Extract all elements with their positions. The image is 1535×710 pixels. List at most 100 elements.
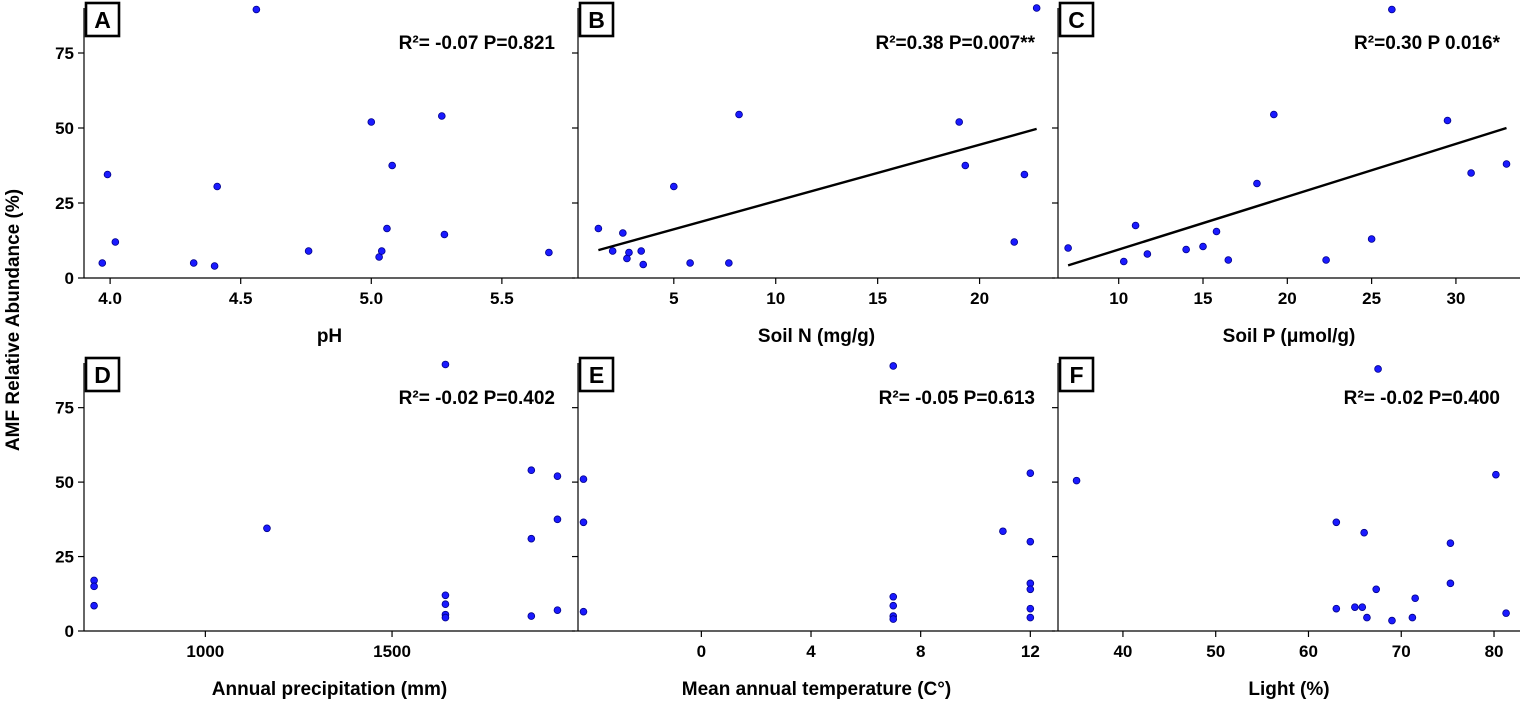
- data-point: [90, 582, 98, 591]
- x-tick-label: 4.5: [229, 289, 253, 308]
- x-tick-label: 25: [1362, 289, 1381, 308]
- data-point: [889, 601, 898, 610]
- stats-annotation: R²= -0.05 P=0.613: [879, 388, 1035, 409]
- x-tick-label: 70: [1392, 642, 1411, 661]
- x-tick-label: 60: [1299, 642, 1318, 661]
- data-point: [1010, 238, 1019, 246]
- data-point: [440, 230, 449, 239]
- data-point: [1443, 116, 1452, 125]
- y-tick-label: 25: [55, 548, 74, 567]
- panel-b: 5 10 15 20 Soil N (mg/g) R²=0.38 P=0.007** B: [572, 1, 1055, 347]
- data-point: [1388, 5, 1396, 14]
- data-point: [1363, 613, 1371, 622]
- data-point: [1182, 245, 1190, 254]
- x-tick-label: 50: [1206, 642, 1225, 661]
- data-point: [625, 248, 633, 257]
- data-point: [553, 606, 562, 614]
- data-point: [441, 591, 450, 600]
- data-point: [111, 238, 120, 246]
- data-point: [98, 259, 107, 267]
- data-point: [441, 360, 450, 369]
- data-point: [367, 118, 376, 126]
- stats-annotation: R²= -0.02 P=0.402: [399, 388, 555, 409]
- x-tick-label: 4: [806, 642, 816, 661]
- x-axis-label: Soil P (μmol/g): [1223, 326, 1356, 347]
- x-tick-label: 1000: [186, 642, 224, 661]
- data-point: [1502, 609, 1510, 617]
- x-tick-label: 20: [1278, 289, 1297, 308]
- stats-annotation: R²=0.38 P=0.007**: [875, 33, 1035, 54]
- x-tick-label: 10: [1109, 289, 1128, 308]
- data-point: [579, 607, 588, 616]
- data-point: [608, 247, 617, 255]
- x-axis-label: Mean annual temperature (C°): [682, 679, 951, 700]
- data-point: [383, 224, 391, 233]
- data-point: [545, 248, 553, 257]
- data-point: [619, 229, 627, 237]
- data-point: [90, 601, 98, 610]
- data-point: [1408, 613, 1417, 622]
- data-point: [670, 182, 678, 191]
- panel-label-box: [1058, 1, 1095, 38]
- data-point: [527, 534, 536, 543]
- x-tick-label: 15: [868, 289, 887, 308]
- data-point: [1199, 242, 1207, 251]
- data-point: [1372, 585, 1381, 594]
- x-tick-label: 15: [1194, 289, 1213, 308]
- panel-label: E: [589, 362, 604, 388]
- data-point: [103, 170, 112, 179]
- data-point: [1322, 256, 1330, 264]
- data-point: [725, 259, 733, 267]
- y-tick-label: 50: [55, 473, 74, 492]
- y-tick-label: 75: [55, 399, 74, 418]
- data-point: [1446, 539, 1455, 547]
- data-point: [377, 247, 386, 255]
- data-point: [1131, 221, 1140, 230]
- data-point: [1119, 257, 1128, 266]
- data-point: [1332, 518, 1341, 527]
- x-tick-label: 5.0: [359, 289, 383, 308]
- data-point: [1032, 4, 1041, 12]
- x-tick-label: 1500: [373, 642, 411, 661]
- y-tick-label: 0: [65, 622, 74, 641]
- data-point: [1374, 365, 1382, 373]
- data-point: [527, 612, 536, 620]
- x-tick-label: 4.0: [98, 289, 122, 308]
- y-tick-label: 75: [55, 44, 74, 63]
- stats-annotation: R²= -0.07 P=0.821: [399, 33, 556, 54]
- data-point: [441, 600, 450, 608]
- data-point: [553, 515, 562, 524]
- panel-label: B: [588, 7, 605, 33]
- panel-label-box: [578, 356, 615, 393]
- panel-f: 40 50 60 70 80 Light (%) R²= -0.02 P=0.400 F: [1052, 356, 1520, 700]
- data-point: [1026, 604, 1035, 613]
- y-tick-label: 0: [65, 269, 74, 288]
- x-tick-label: 5: [669, 289, 678, 308]
- stats-annotation: R²= -0.02 P=0.400: [1344, 388, 1500, 409]
- data-point: [189, 259, 198, 267]
- data-point: [1020, 170, 1029, 179]
- x-tick-label: 80: [1485, 642, 1504, 661]
- data-point: [1367, 235, 1376, 243]
- data-point: [527, 466, 536, 475]
- x-axis-label: Soil N (mg/g): [758, 326, 875, 347]
- data-point: [438, 112, 446, 120]
- data-point: [955, 118, 963, 126]
- data-point: [441, 613, 450, 622]
- data-point: [388, 161, 396, 170]
- panel-d: 0 25 50 75 1000 1500 Annual precipitation (mm)…: [55, 356, 575, 700]
- data-point: [1358, 603, 1367, 611]
- x-tick-label: 30: [1446, 289, 1465, 308]
- x-axis-label: Annual precipitation (mm): [212, 679, 447, 700]
- x-tick-label: 20: [970, 289, 989, 308]
- x-tick-label: 40: [1113, 642, 1132, 661]
- data-point: [999, 527, 1007, 536]
- data-point: [1026, 585, 1035, 594]
- stats-annotation: R²=0.30 P 0.016*: [1354, 33, 1501, 54]
- regression-line: [1067, 126, 1507, 267]
- data-point: [1026, 537, 1035, 546]
- data-point: [889, 362, 898, 370]
- data-point: [1492, 470, 1500, 479]
